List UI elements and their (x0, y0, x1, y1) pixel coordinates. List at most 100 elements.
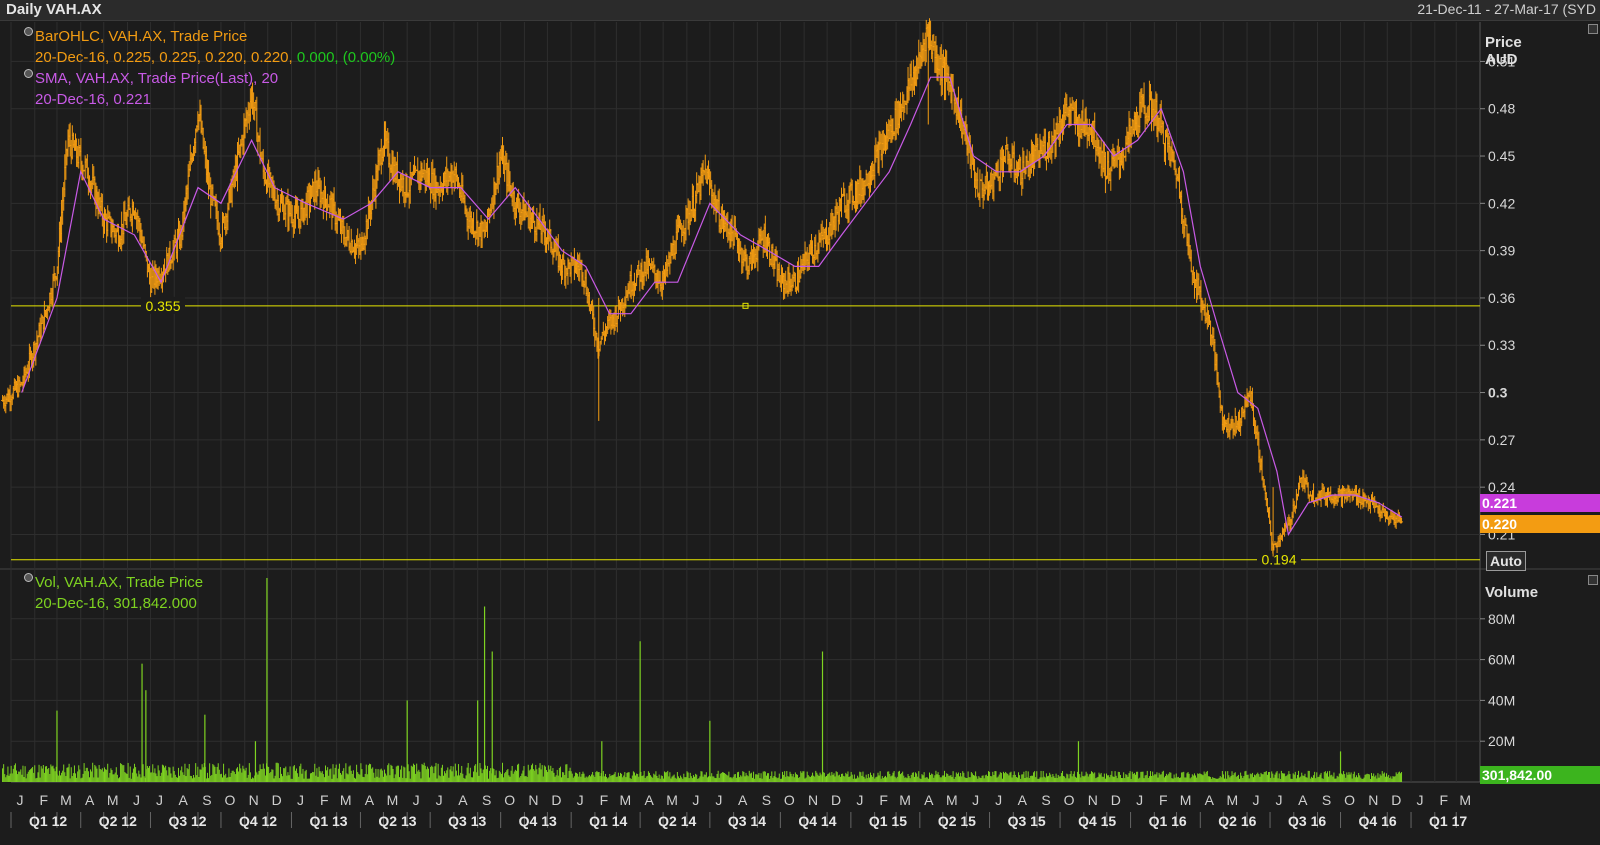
month-tick-label: J (715, 792, 722, 808)
month-tick-label: J (297, 792, 304, 808)
month-tick-label: N (808, 792, 818, 808)
quarter-tick-label: Q3 15 (1008, 813, 1046, 829)
month-tick-label: J (972, 792, 979, 808)
month-tick-label: M (107, 792, 119, 808)
quarter-tick-label: Q4 15 (1078, 813, 1116, 829)
annotation-handle (742, 302, 749, 309)
month-tick-label: M (1459, 792, 1471, 808)
price-tick-label: 0.27 (1488, 432, 1515, 448)
month-tick-label: J (436, 792, 443, 808)
quarter-tick-label: Q1 13 (309, 813, 347, 829)
month-tick-label: S (1041, 792, 1050, 808)
month-tick-label: F (1159, 792, 1168, 808)
quarter-tick-label: Q2 12 (99, 813, 137, 829)
month-tick-label: J (156, 792, 163, 808)
date-range: 21-Dec-11 - 27-Mar-17 (SYD (1417, 1, 1596, 17)
quarter-tick-label: Q1 12 (29, 813, 67, 829)
month-tick-label: A (1298, 792, 1308, 808)
quarter-tick-label: Q3 16 (1288, 813, 1326, 829)
quarter-tick-label: Q4 13 (519, 813, 557, 829)
price-tick-label: 0.42 (1488, 195, 1515, 211)
title-bar: Daily VAH.AX 21-Dec-11 - 27-Mar-17 (SYD (0, 0, 1600, 21)
volume-tick-label: 20M (1488, 733, 1515, 749)
price-tick-label: 0.39 (1488, 243, 1515, 259)
month-tick-label: J (1136, 792, 1143, 808)
month-tick-label: J (577, 792, 584, 808)
month-tick-label: J (692, 792, 699, 808)
month-tick-label: S (202, 792, 211, 808)
quarter-tick-label: Q4 14 (798, 813, 836, 829)
volume-bars (2, 578, 1403, 782)
quarter-tick-label: Q4 16 (1359, 813, 1397, 829)
month-tick-label: A (179, 792, 189, 808)
month-tick-label: D (1111, 792, 1121, 808)
month-tick-label: S (1322, 792, 1331, 808)
month-tick-label: J (856, 792, 863, 808)
month-tick-label: O (784, 792, 795, 808)
month-tick-label: J (995, 792, 1002, 808)
month-tick-label: J (1276, 792, 1283, 808)
quarter-tick-label: Q4 12 (239, 813, 277, 829)
month-tick-label: A (738, 792, 748, 808)
month-tick-label: F (320, 792, 329, 808)
price-tick-label: 0.3 (1488, 385, 1508, 401)
month-tick-label: A (1205, 792, 1215, 808)
price-tick-label: 0.33 (1488, 337, 1515, 353)
month-tick-label: D (272, 792, 282, 808)
month-tick-label: N (1088, 792, 1098, 808)
quarter-tick-label: Q2 16 (1218, 813, 1256, 829)
month-tick-label: A (365, 792, 375, 808)
month-tick-label: S (482, 792, 491, 808)
month-tick-label: J (17, 792, 24, 808)
month-tick-label: O (1344, 792, 1355, 808)
month-tick-label: J (413, 792, 420, 808)
month-tick-label: D (1391, 792, 1401, 808)
month-tick-label: J (1253, 792, 1260, 808)
annotation-label: 0.194 (1261, 552, 1296, 568)
month-tick-label: F (600, 792, 609, 808)
volume-tick-label: 80M (1488, 611, 1515, 627)
month-tick-label: D (831, 792, 841, 808)
month-tick-label: M (1180, 792, 1192, 808)
price-tick-label: 0.48 (1488, 101, 1515, 117)
annotation-label: 0.355 (145, 298, 180, 314)
month-tick-label: D (551, 792, 561, 808)
sma-line (21, 76, 1403, 537)
month-tick-label: M (1226, 792, 1238, 808)
month-tick-label: M (666, 792, 678, 808)
month-tick-label: O (504, 792, 515, 808)
quarter-tick-label: Q1 14 (589, 813, 627, 829)
quarter-tick-label: Q3 12 (168, 813, 206, 829)
month-tick-label: A (85, 792, 95, 808)
month-tick-label: F (879, 792, 888, 808)
month-tick-label: O (1064, 792, 1075, 808)
price-tick-label: 0.51 (1488, 53, 1515, 69)
quarter-tick-label: Q2 15 (938, 813, 976, 829)
month-tick-label: S (762, 792, 771, 808)
month-tick-label: A (458, 792, 468, 808)
month-tick-label: M (899, 792, 911, 808)
month-tick-label: A (924, 792, 934, 808)
month-tick-label: M (946, 792, 958, 808)
annotation-label-bg (1257, 550, 1301, 568)
month-tick-label: N (249, 792, 259, 808)
month-tick-label: M (620, 792, 632, 808)
month-tick-label: F (1440, 792, 1449, 808)
quarter-tick-label: Q1 16 (1149, 813, 1187, 829)
month-tick-label: O (225, 792, 236, 808)
month-tick-label: J (133, 792, 140, 808)
month-tick-label: M (60, 792, 72, 808)
volume-tick-label: 40M (1488, 692, 1515, 708)
month-tick-label: F (39, 792, 48, 808)
price-tick-label: 0.24 (1488, 479, 1515, 495)
month-tick-label: A (644, 792, 654, 808)
price-tick-label: 0.45 (1488, 148, 1515, 164)
volume-tick-label: 60M (1488, 652, 1515, 668)
quarter-tick-label: Q3 14 (728, 813, 766, 829)
price-tick-label: 0.36 (1488, 290, 1515, 306)
quarter-tick-label: Q2 13 (378, 813, 416, 829)
quarter-tick-label: Q1 17 (1429, 813, 1467, 829)
month-tick-label: M (340, 792, 352, 808)
quarter-tick-label: Q3 13 (448, 813, 486, 829)
